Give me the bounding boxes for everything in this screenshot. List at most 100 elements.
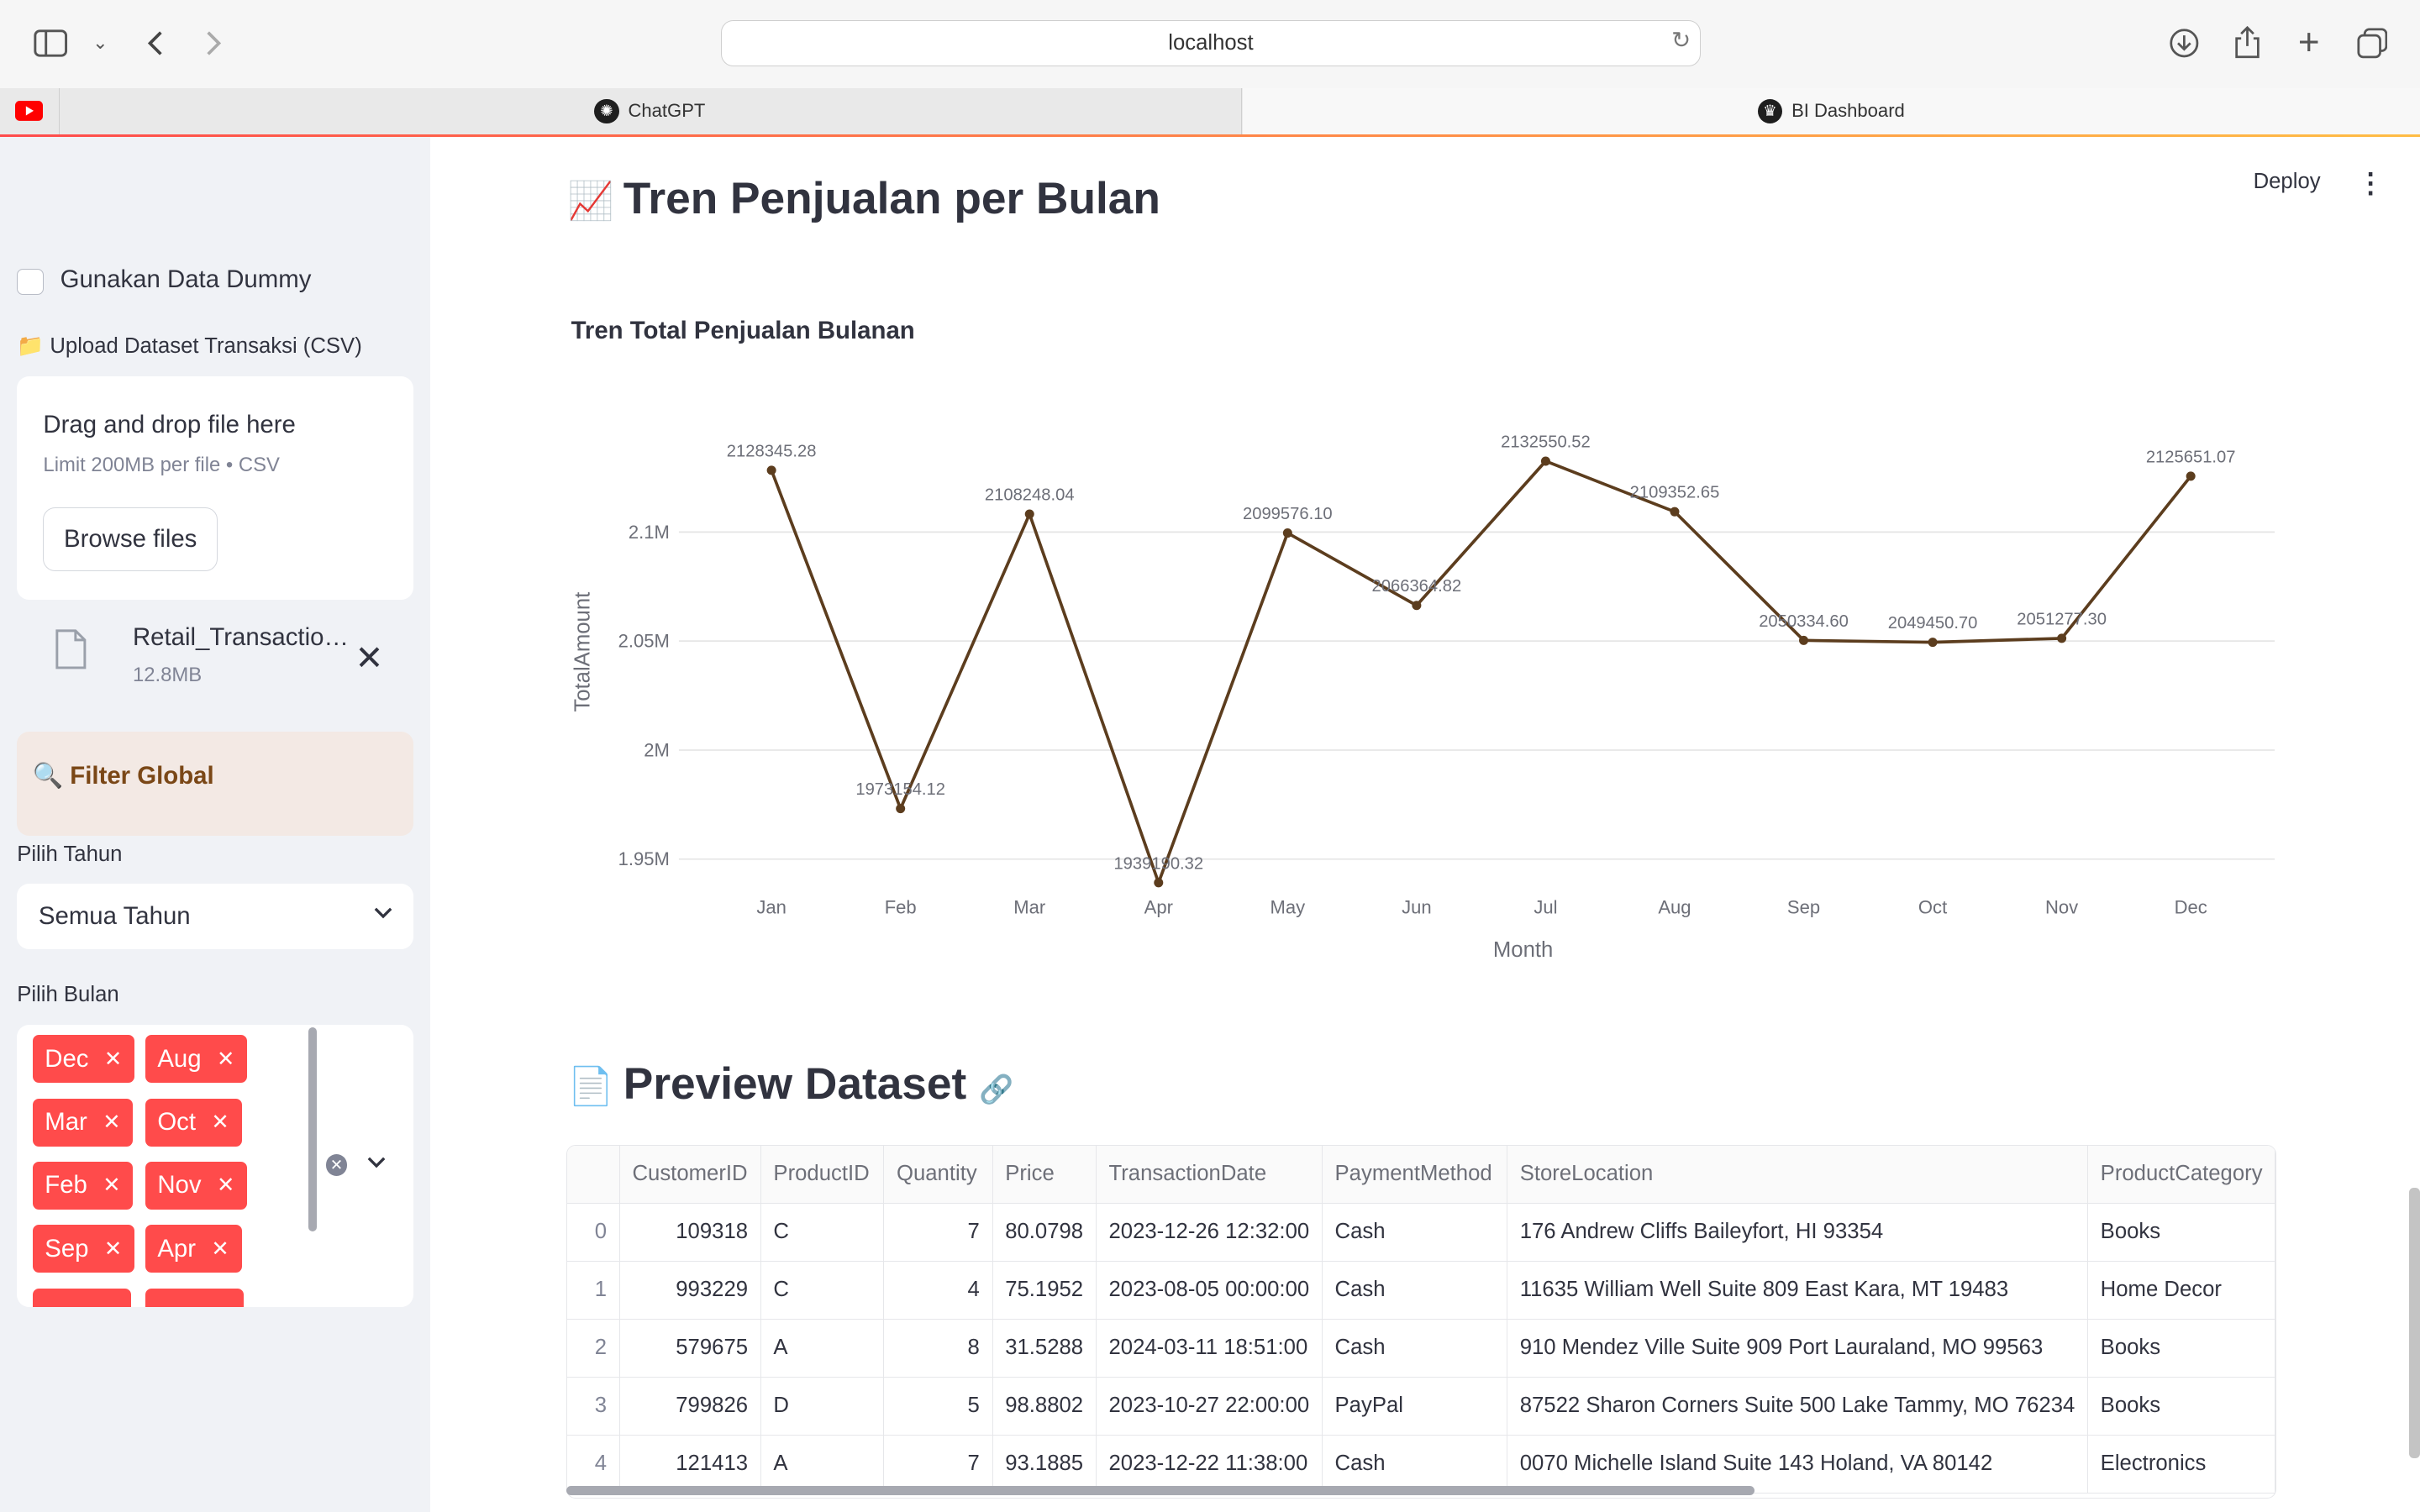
month-pill[interactable] (145, 1288, 245, 1307)
anchor-link-icon[interactable]: 🔗 (978, 1074, 1014, 1105)
chevron-down-icon[interactable] (367, 1151, 386, 1175)
table-cell[interactable]: 7 (883, 1435, 993, 1494)
column-header[interactable]: StoreLocation (1507, 1145, 2088, 1204)
table-cell[interactable]: 80.0798 (992, 1203, 1097, 1262)
youtube-icon[interactable] (0, 87, 60, 134)
new-tab-icon[interactable]: + (2297, 22, 2320, 64)
table-cell[interactable]: Cash (1322, 1435, 1508, 1494)
month-pill[interactable]: Apr ✕ (145, 1225, 242, 1273)
table-cell[interactable]: Home Decor (2087, 1261, 2276, 1320)
remove-pill-icon[interactable]: ✕ (103, 1110, 121, 1135)
table-cell[interactable]: 87522 Sharon Corners Suite 500 Lake Tamm… (1507, 1377, 2088, 1436)
remove-pill-icon[interactable]: ✕ (103, 1047, 123, 1071)
table-cell[interactable]: C (760, 1261, 885, 1320)
month-pill[interactable]: Feb ✕ (32, 1162, 134, 1210)
table-cell[interactable]: 2024-03-11 18:51:00 (1096, 1319, 1323, 1378)
table-cell[interactable]: 121413 (619, 1435, 761, 1494)
table-cell[interactable]: Cash (1322, 1203, 1508, 1262)
file-dropzone[interactable]: Drag and drop file here Limit 200MB per … (17, 376, 414, 601)
forward-arrow-icon[interactable] (196, 24, 233, 61)
table-cell[interactable]: Electronics (2087, 1435, 2276, 1494)
column-header[interactable]: PaymentMethod (1322, 1145, 1508, 1204)
tab-chatgpt[interactable]: ✺ ChatGPT (59, 87, 1242, 134)
index-header[interactable] (567, 1145, 620, 1204)
kebab-menu-icon[interactable]: ⋮ (2356, 168, 2385, 200)
multiselect-scrollbar[interactable] (308, 1027, 317, 1231)
table-horizontal-scrollbar[interactable] (566, 1485, 1755, 1495)
reload-icon[interactable]: ↻ (1671, 27, 1691, 54)
table-cell[interactable]: 2023-08-05 00:00:00 (1096, 1261, 1323, 1320)
year-select[interactable]: Semua Tahun (17, 884, 414, 949)
column-header[interactable]: CustomerID (619, 1145, 761, 1204)
share-icon[interactable] (2228, 24, 2265, 61)
table-row[interactable]: 0 109318 C 7 80.0798 2023-12-26 12:32:00 Cash 1… (567, 1203, 2276, 1262)
column-header[interactable]: Quantity (883, 1145, 993, 1204)
table-cell[interactable]: Books (2087, 1319, 2276, 1378)
table-cell[interactable]: 2023-12-22 11:38:00 (1096, 1435, 1323, 1494)
deploy-button[interactable]: Deploy (2253, 170, 2321, 194)
month-pill[interactable]: Nov ✕ (145, 1162, 248, 1210)
column-header[interactable]: Price (992, 1145, 1097, 1204)
table-row[interactable]: 2 579675 A 8 31.5288 2024-03-11 18:51:00 Cash 9… (567, 1319, 2276, 1378)
remove-pill-icon[interactable]: ✕ (216, 1173, 235, 1198)
table-cell[interactable]: 799826 (619, 1377, 761, 1436)
table-cell[interactable]: 93.1885 (992, 1435, 1097, 1494)
table-row[interactable]: 4 121413 A 7 93.1885 2023-12-22 11:38:00 Cash 0… (567, 1435, 2276, 1494)
remove-pill-icon[interactable]: ✕ (103, 1173, 121, 1198)
remove-file-icon[interactable]: ✕ (355, 638, 384, 677)
month-pill[interactable]: Oct ✕ (145, 1098, 242, 1147)
address-bar[interactable]: localhost ↻ (720, 19, 1702, 67)
table-cell[interactable]: 31.5288 (992, 1319, 1097, 1378)
table-row[interactable]: 1 993229 C 4 75.1952 2023-08-05 00:00:00 Cash 1… (567, 1261, 2276, 1320)
table-cell[interactable]: A (760, 1319, 885, 1378)
table-cell[interactable]: 176 Andrew Cliffs Baileyfort, HI 93354 (1507, 1203, 2088, 1262)
remove-pill-icon[interactable]: ✕ (211, 1236, 229, 1261)
month-multiselect[interactable]: Dec ✕ Aug ✕ Mar ✕ Oct ✕ Feb ✕ Nov ✕ Sep ✕ Apr ✕ … (17, 1024, 414, 1307)
table-cell[interactable]: 8 (883, 1319, 993, 1378)
table-cell[interactable]: Books (2087, 1203, 2276, 1262)
table-cell[interactable]: 11635 William Well Suite 809 East Kara, … (1507, 1261, 2088, 1320)
remove-pill-icon[interactable]: ✕ (216, 1047, 235, 1071)
table-cell[interactable]: 0070 Michelle Island Suite 143 Holand, V… (1507, 1435, 2088, 1494)
table-cell[interactable]: D (760, 1377, 885, 1436)
table-cell[interactable]: 2023-12-26 12:32:00 (1096, 1203, 1323, 1262)
browse-files-button[interactable]: Browse files (43, 507, 218, 571)
table-cell[interactable]: 98.8802 (992, 1377, 1097, 1436)
dummy-data-checkbox[interactable] (17, 268, 44, 295)
table-cell[interactable]: 2023-10-27 22:00:00 (1096, 1377, 1323, 1436)
table-cell[interactable]: 7 (883, 1203, 993, 1262)
page-scrollbar[interactable] (2409, 1188, 2420, 1458)
table-cell[interactable]: 4 (883, 1261, 993, 1320)
tab-overview-icon[interactable] (2354, 24, 2391, 61)
chevron-down-icon[interactable]: ⌄ (92, 32, 108, 54)
month-pill[interactable] (32, 1288, 132, 1307)
table-cell[interactable]: PayPal (1322, 1377, 1508, 1436)
download-icon[interactable] (2165, 24, 2202, 61)
table-cell[interactable]: C (760, 1203, 885, 1262)
month-pill[interactable]: Sep ✕ (32, 1225, 135, 1273)
table-cell[interactable]: 109318 (619, 1203, 761, 1262)
table-cell[interactable]: 75.1952 (992, 1261, 1097, 1320)
month-pill[interactable]: Aug ✕ (145, 1035, 248, 1084)
dataset-table[interactable]: CustomerID ProductID Quantity Price Transact… (566, 1144, 2277, 1499)
back-arrow-icon[interactable] (136, 24, 173, 61)
table-cell[interactable]: 993229 (619, 1261, 761, 1320)
month-pill[interactable]: Dec ✕ (32, 1035, 135, 1084)
column-header[interactable]: ProductID (760, 1145, 885, 1204)
table-cell[interactable]: Cash (1322, 1319, 1508, 1378)
column-header[interactable]: TransactionDate (1096, 1145, 1323, 1204)
dummy-data-label[interactable]: Gunakan Data Dummy (60, 265, 312, 293)
column-header[interactable]: ProductCategory (2087, 1145, 2276, 1204)
table-row[interactable]: 3 799826 D 5 98.8802 2023-10-27 22:00:00 PayPa… (567, 1377, 2276, 1436)
clear-all-icon[interactable]: ✕ (325, 1153, 348, 1176)
remove-pill-icon[interactable]: ✕ (211, 1110, 229, 1135)
table-cell[interactable]: Books (2087, 1377, 2276, 1436)
table-cell[interactable]: 910 Mendez Ville Suite 909 Port Lauralan… (1507, 1319, 2088, 1378)
tab-bi-dashboard[interactable]: ♛ BI Dashboard (1242, 87, 2420, 134)
sidebar-toggle-icon[interactable] (33, 24, 70, 61)
table-cell[interactable]: Cash (1322, 1261, 1508, 1320)
table-cell[interactable]: A (760, 1435, 885, 1494)
month-pill[interactable]: Mar ✕ (32, 1098, 134, 1147)
table-cell[interactable]: 579675 (619, 1319, 761, 1378)
remove-pill-icon[interactable]: ✕ (103, 1236, 123, 1261)
